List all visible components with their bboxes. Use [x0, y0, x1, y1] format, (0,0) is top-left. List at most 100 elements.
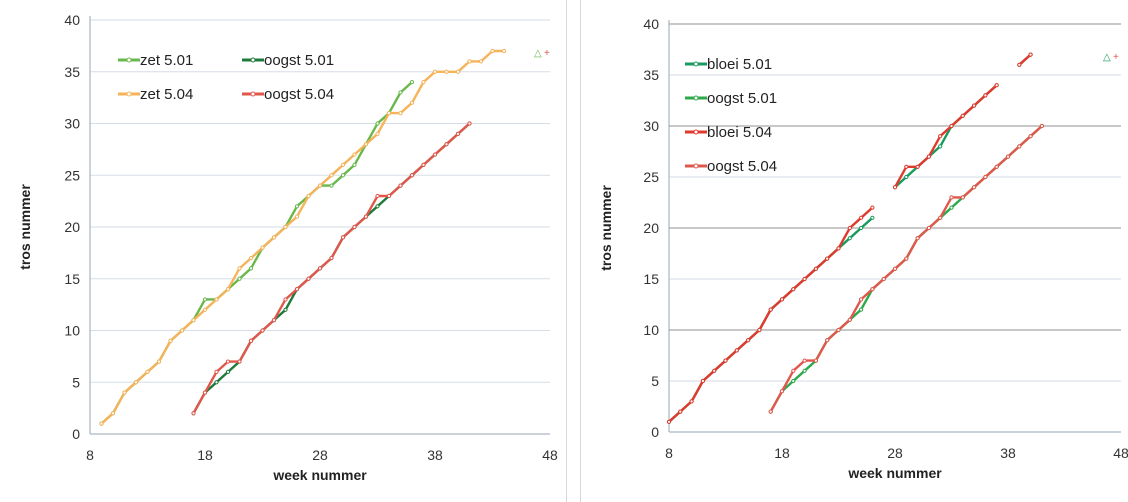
data-point	[225, 287, 231, 292]
data-point	[294, 287, 300, 292]
data-point	[375, 121, 380, 126]
data-point	[802, 358, 807, 363]
data-point	[202, 390, 208, 395]
y-tick-label: 15	[643, 271, 659, 287]
data-point	[306, 193, 311, 199]
data-point	[904, 174, 909, 180]
legend-marker	[126, 91, 132, 97]
data-point	[260, 328, 265, 333]
data-point	[455, 131, 461, 136]
data-point	[352, 152, 357, 157]
data-point	[501, 48, 507, 54]
data-point	[723, 358, 728, 363]
legend-marker	[126, 57, 132, 63]
data-point	[904, 164, 909, 169]
data-point	[237, 276, 242, 281]
data-point	[892, 266, 898, 271]
series-line	[100, 49, 506, 425]
data-point	[168, 338, 173, 343]
data-point	[859, 307, 864, 312]
data-point	[145, 369, 150, 374]
data-point	[271, 318, 277, 323]
data-point	[836, 327, 841, 333]
x-tick-label: 8	[665, 445, 673, 461]
legend-label: oogst 5.01	[707, 90, 777, 107]
legend-marker	[250, 91, 256, 97]
data-point	[133, 380, 139, 385]
legend-marker	[693, 163, 699, 169]
legend-label: oogst 5.04	[264, 86, 334, 103]
data-point	[972, 103, 977, 108]
legend-marker	[693, 61, 699, 67]
stray-marker: +	[1113, 52, 1119, 63]
data-point	[271, 235, 277, 240]
x-axis-title: week nummer	[847, 465, 942, 481]
data-point	[248, 255, 254, 261]
data-point	[870, 287, 875, 292]
data-point	[768, 409, 773, 414]
data-point	[949, 195, 954, 200]
legend-label: bloei 5.04	[707, 124, 772, 141]
data-point	[994, 83, 999, 88]
data-point	[225, 369, 231, 374]
data-point	[870, 215, 875, 220]
y-tick-label: 15	[64, 271, 80, 287]
data-point	[779, 297, 785, 302]
data-point	[329, 173, 334, 178]
data-point	[340, 162, 346, 167]
legend-label: oogst 5.04	[707, 158, 777, 175]
data-point	[386, 111, 392, 116]
data-point	[432, 152, 438, 157]
data-point	[363, 142, 369, 147]
data-point	[329, 255, 334, 261]
data-point	[398, 111, 403, 116]
y-tick-label: 35	[64, 64, 80, 80]
data-point	[689, 399, 694, 404]
data-point	[847, 225, 852, 231]
data-point	[283, 224, 288, 230]
series-line	[192, 122, 471, 415]
stray-marker: △	[1103, 52, 1111, 63]
data-point	[317, 266, 323, 271]
data-point	[859, 225, 864, 231]
data-point	[317, 183, 323, 188]
legend-label: bloei 5.01	[707, 56, 772, 73]
stray-marker: +	[544, 48, 550, 59]
data-point	[949, 205, 954, 210]
y-tick-label: 40	[64, 12, 80, 28]
data-point	[202, 297, 208, 302]
data-point	[825, 256, 830, 261]
y-tick-label: 5	[72, 374, 80, 390]
data-point	[409, 100, 415, 105]
y-tick-label: 0	[651, 424, 659, 440]
data-point	[421, 162, 426, 167]
data-point	[791, 368, 796, 373]
data-point	[375, 193, 380, 199]
data-point	[329, 183, 334, 188]
data-point	[904, 256, 909, 261]
data-point	[870, 205, 875, 210]
x-tick-label: 18	[774, 445, 790, 461]
series-line	[893, 83, 998, 189]
data-point	[1017, 62, 1022, 67]
y-tick-label: 40	[643, 16, 659, 32]
data-point	[757, 327, 762, 333]
data-point	[836, 246, 841, 251]
data-point	[110, 411, 116, 416]
data-point	[352, 224, 357, 230]
data-point	[248, 338, 254, 343]
data-point	[398, 90, 403, 95]
data-point	[1028, 134, 1033, 139]
y-tick-label: 25	[64, 167, 80, 183]
x-axis-title: week nummer	[272, 467, 367, 483]
data-point	[478, 59, 484, 64]
data-point	[915, 236, 920, 241]
data-point	[490, 48, 495, 54]
data-point	[444, 142, 449, 147]
data-point	[938, 134, 943, 139]
data-point	[847, 317, 852, 322]
data-point	[421, 80, 426, 85]
x-tick-label: 28	[312, 447, 328, 463]
data-point	[214, 380, 219, 385]
data-point	[938, 215, 943, 220]
